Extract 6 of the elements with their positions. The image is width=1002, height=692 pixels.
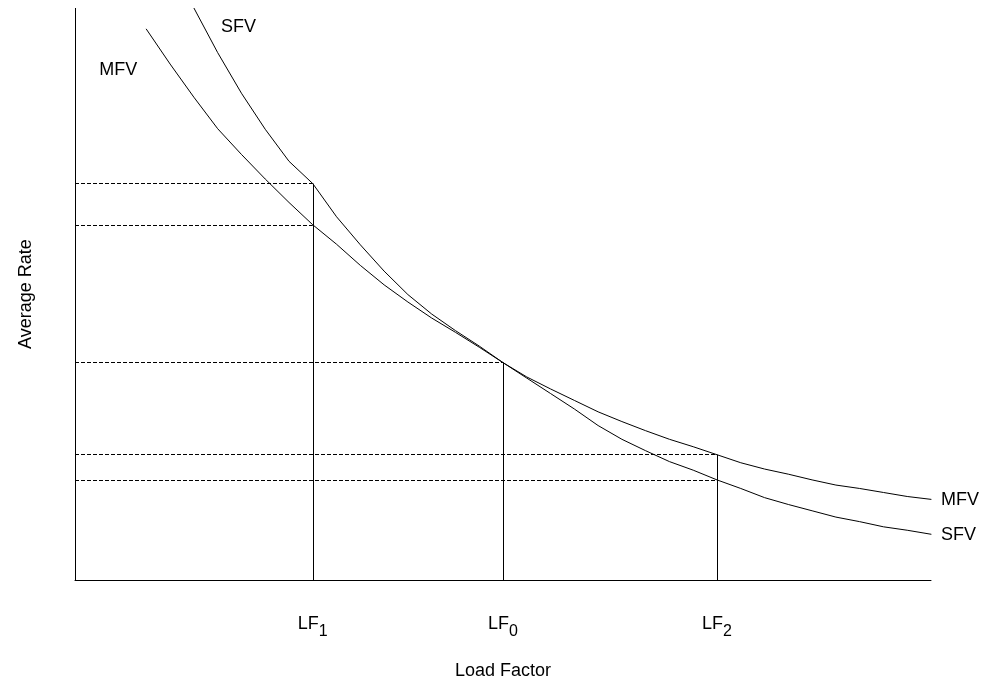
text: SFV bbox=[220, 16, 256, 36]
x-axis-title: Load Factor bbox=[454, 660, 552, 680]
y-axis-title: Average Rate bbox=[15, 239, 35, 349]
series-label: MFV bbox=[941, 489, 979, 510]
series-label: SFV bbox=[941, 524, 977, 545]
text: MFV bbox=[99, 59, 138, 80]
